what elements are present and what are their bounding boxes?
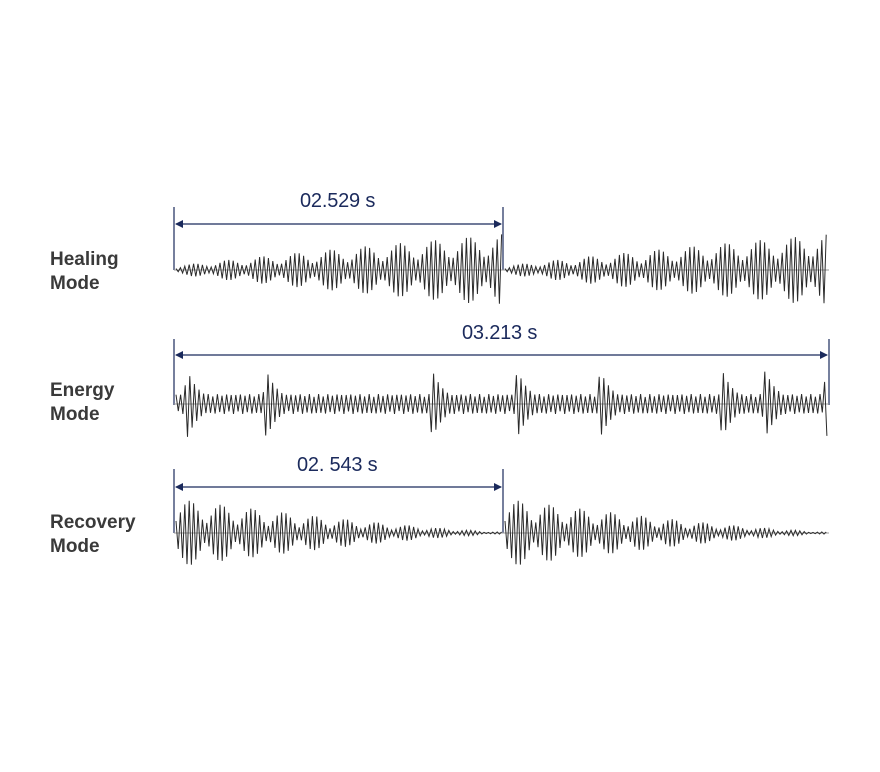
healing-waveform xyxy=(175,234,827,304)
healing-duration-label: 02.529 s xyxy=(300,190,376,212)
energy-mode-label-line2: Mode xyxy=(50,404,100,425)
energy-mode-label: Energy Mode xyxy=(50,379,114,427)
healing-dimension xyxy=(173,207,504,270)
healing-mode-label-line1: Healing xyxy=(50,249,119,270)
recovery-mode-label-line2: Mode xyxy=(50,536,100,557)
recovery-mode-label-line1: Recovery xyxy=(50,512,136,533)
energy-waveform xyxy=(175,371,828,437)
recovery-duration-label: 02. 543 s xyxy=(297,454,378,476)
energy-mode-label-line1: Energy xyxy=(50,380,115,401)
healing-mode-label-line2: Mode xyxy=(50,273,100,294)
recovery-waveform xyxy=(175,500,827,565)
healing-mode-label: Healing Mode xyxy=(50,248,119,296)
energy-dimension xyxy=(173,339,830,405)
recovery-dimension xyxy=(173,469,504,533)
energy-duration-label: 03.213 s xyxy=(462,322,538,344)
recovery-mode-label: Recovery Mode xyxy=(50,511,136,559)
